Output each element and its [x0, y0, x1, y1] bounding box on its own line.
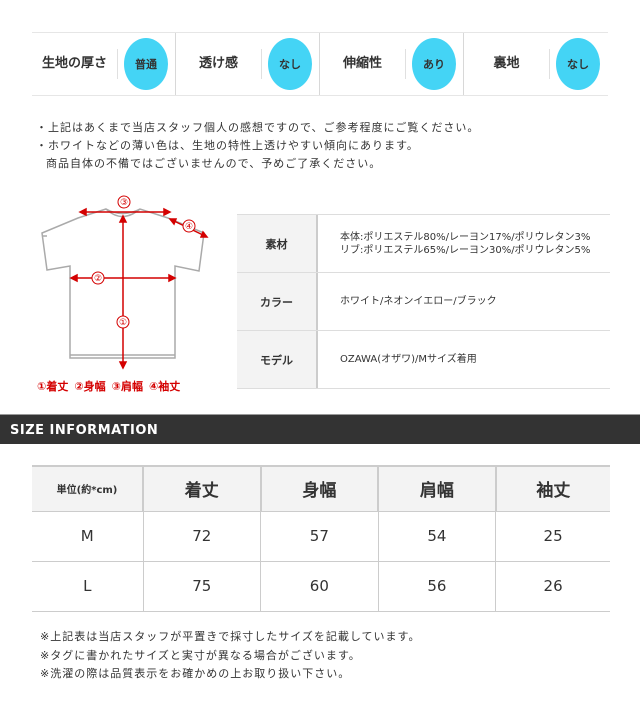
- spec-key: モデル: [237, 331, 318, 388]
- tshirt-measurement-diagram: ③ ④ ② ①: [41, 195, 209, 370]
- header-cell: 袖丈: [494, 465, 610, 512]
- spec-value: 本体:ポリエステル80%/レーヨン17%/ポリウレタン3%: [340, 231, 591, 243]
- attr-label: 裏地: [464, 49, 550, 79]
- spec-value: リブ:ポリエステル65%/レーヨン30%/ポリウレタン5%: [340, 244, 591, 256]
- table-cell: 26: [495, 561, 610, 612]
- attr-value-badge: なし: [268, 38, 312, 90]
- footnotes: ※上記表は当店スタッフが平置きで採寸したサイズを記載しています。 ※タグに書かれ…: [40, 628, 420, 684]
- table-row: M 72 57 54 25: [32, 511, 610, 562]
- note: 商品自体の不備ではございませんので、予めご了承ください。: [46, 157, 382, 170]
- spec-row-color: カラー ホワイト/ネオンイエロー/ブラック: [237, 273, 610, 331]
- marker-3: ③: [120, 198, 128, 208]
- header-cell: 身幅: [259, 465, 379, 512]
- marker-2: ②: [94, 274, 102, 284]
- attr-thickness: 生地の厚さ 普通: [32, 33, 176, 95]
- footnote: ※洗濯の際は品質表示をお確かめの上お取り扱い下さい。: [40, 667, 351, 680]
- note: ・ホワイトなどの薄い色は、生地の特性上透けやすい傾向にあります。: [36, 139, 419, 152]
- legend-item: ④袖丈: [148, 380, 181, 393]
- spec-key: カラー: [237, 273, 318, 330]
- note: ・上記はあくまで当店スタッフ個人の感想ですので、ご参考程度にご覧ください。: [36, 121, 480, 134]
- attr-stretch: 伸縮性 あり: [320, 33, 464, 95]
- size-table: 単位(約*cm) 着丈 身幅 肩幅 袖丈 M 72 57 54 25 L 75 …: [32, 465, 610, 612]
- legend-item: ①着丈: [37, 380, 69, 393]
- table-cell: 75: [142, 561, 261, 612]
- spec-row-material: 素材 本体:ポリエステル80%/レーヨン17%/ポリウレタン3% リブ:ポリエステル…: [237, 215, 610, 273]
- spec-row-model: モデル OZAWA(オザワ)/Mサイズ着用: [237, 331, 610, 389]
- table-cell: 57: [260, 511, 379, 562]
- size-label: L: [32, 561, 143, 612]
- notes: ・上記はあくまで当店スタッフ個人の感想ですので、ご参考程度にご覧ください。 ・ホ…: [36, 119, 479, 173]
- attr-value-badge: なし: [556, 38, 600, 90]
- attr-label: 伸縮性: [320, 49, 406, 79]
- header-cell: 着丈: [142, 465, 261, 512]
- table-cell: 60: [260, 561, 379, 612]
- attr-label: 生地の厚さ: [32, 49, 118, 79]
- spec-table: 素材 本体:ポリエステル80%/レーヨン17%/ポリウレタン3% リブ:ポリエステル…: [237, 214, 610, 389]
- attr-value-badge: あり: [412, 38, 456, 90]
- table-cell: 25: [495, 511, 610, 562]
- table-cell: 72: [142, 511, 261, 562]
- attr-sheerness: 透け感 なし: [176, 33, 320, 95]
- spec-value: ホワイト/ネオンイエロー/ブラック: [340, 296, 497, 307]
- footnote: ※タグに書かれたサイズと実寸が異なる場合がございます。: [40, 648, 361, 662]
- marker-1: ①: [119, 318, 127, 328]
- section-header: SIZE INFORMATION: [0, 414, 640, 444]
- table-cell: 56: [377, 561, 496, 612]
- spec-key: 素材: [237, 215, 318, 272]
- table-cell: 54: [377, 511, 496, 562]
- fabric-attributes: 生地の厚さ 普通 透け感 なし 伸縮性 あり 裏地 なし: [32, 32, 608, 96]
- size-label: M: [32, 511, 143, 562]
- attr-label: 透け感: [176, 49, 262, 79]
- legend-item: ②身幅: [74, 380, 106, 393]
- spec-value: OZAWA(オザワ)/Mサイズ着用: [340, 354, 477, 365]
- size-table-header: 単位(約*cm) 着丈 身幅 肩幅 袖丈: [32, 465, 610, 512]
- legend-item: ③肩幅: [111, 380, 143, 393]
- attr-value-badge: 普通: [124, 38, 168, 90]
- marker-4: ④: [185, 222, 193, 232]
- attr-lining: 裏地 なし: [464, 33, 608, 95]
- table-row: L 75 60 56 26: [32, 561, 610, 612]
- footnote: ※上記表は当店スタッフが平置きで採寸したサイズを記載しています。: [40, 630, 421, 643]
- header-cell: 単位(約*cm): [32, 465, 143, 512]
- diagram-legend: ①着丈 ②身幅 ③肩幅 ④袖丈: [37, 378, 186, 394]
- header-cell: 肩幅: [377, 465, 496, 512]
